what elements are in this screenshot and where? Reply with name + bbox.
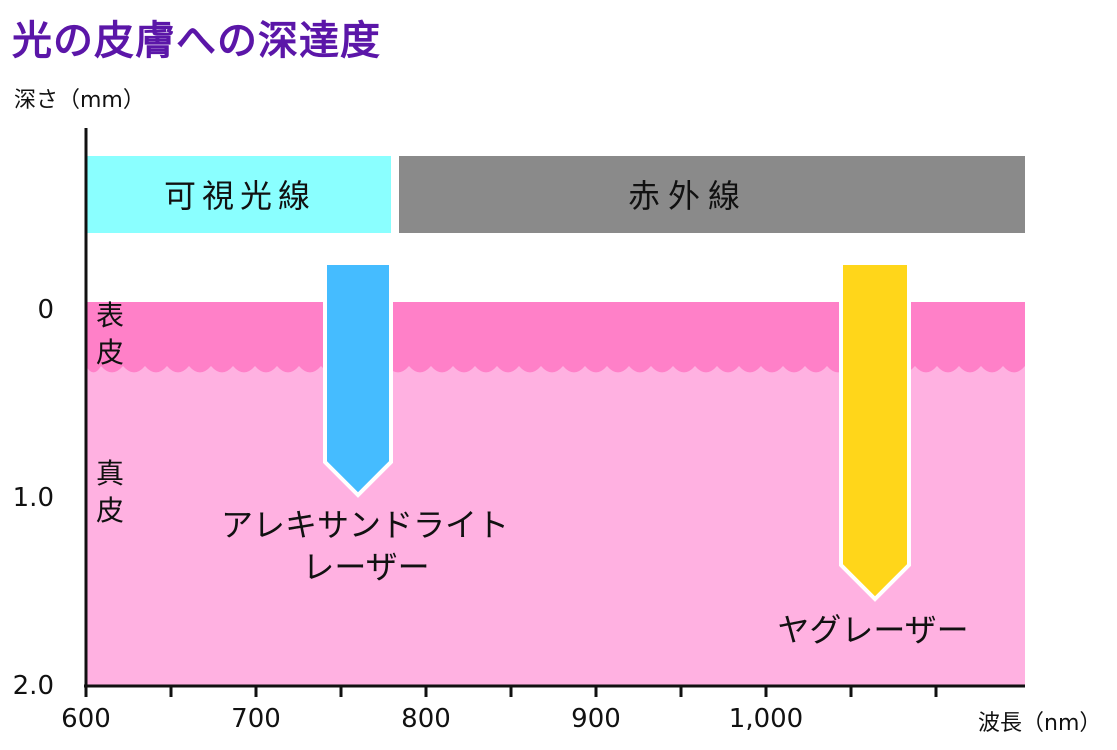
dermis-label-char1: 真: [96, 457, 124, 490]
x-tick-label: 800: [401, 704, 451, 734]
epidermis-area: [86, 302, 1025, 373]
y-axis-label: 深さ（mm）: [14, 88, 145, 113]
x-tick-label: 900: [571, 704, 621, 734]
epidermis-label-char2: 皮: [96, 336, 124, 369]
x-tick-label: 700: [231, 704, 281, 734]
x-tick-label: 1,000: [729, 704, 803, 734]
x-axis-label: 波長（nm）: [978, 711, 1102, 736]
visible-band: [86, 156, 391, 233]
visible-band-label: 可視光線: [164, 177, 316, 215]
yag-laser-arrow: [839, 261, 911, 602]
alexandrite-laser-arrow: [323, 261, 393, 498]
epidermis-label-char1: 表: [96, 299, 124, 332]
alexandrite-label-line2: レーザー: [302, 548, 429, 586]
dermis-label-char2: 皮: [96, 494, 124, 527]
alexandrite-label-line1: アレキサンドライト: [221, 506, 509, 544]
y-tick-label: 2.0: [13, 671, 54, 701]
y-tick-label: 0: [37, 295, 54, 325]
x-tick-label: 600: [61, 704, 111, 734]
y-tick-label: 1.0: [13, 483, 54, 513]
page-title: 光の皮膚への深達度: [12, 18, 381, 64]
infrared-band: [399, 156, 1025, 233]
infrared-band-label: 赤外線: [628, 177, 748, 215]
yag-label: ヤグレーザー: [777, 611, 968, 649]
